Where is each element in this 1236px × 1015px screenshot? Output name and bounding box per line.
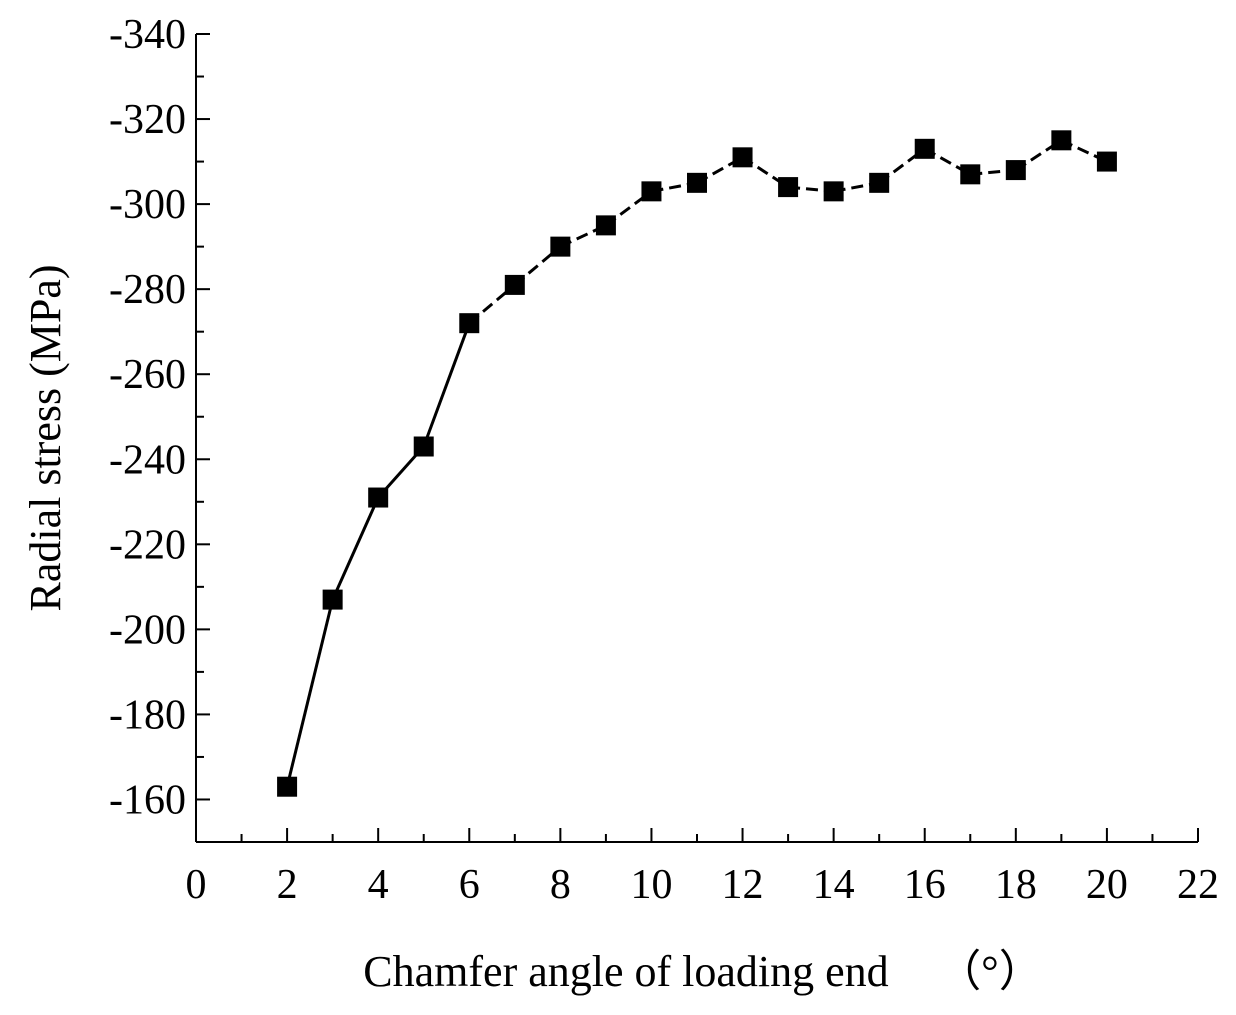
y-axis-title: Radial stress (MPa): [21, 264, 70, 611]
x-tick-label: 16: [904, 862, 946, 908]
data-point-marker: [277, 776, 298, 797]
axes: [195, 34, 1198, 843]
y-tick-label: -320: [109, 97, 186, 143]
data-point-marker: [595, 215, 616, 236]
data-point-marker: [732, 147, 753, 168]
data-point-marker: [914, 138, 935, 159]
x-ticks: 0 2 4 6 8 10 12 14 16 18 20 22: [186, 828, 1219, 908]
data-point-marker: [778, 177, 799, 198]
y-tick-label: -200: [109, 607, 186, 653]
series-line-segment: [422, 322, 471, 448]
x-tick-label: 22: [1177, 862, 1219, 908]
data-point-marker: [368, 487, 389, 508]
y-tick-label: -240: [109, 437, 186, 483]
data-point-marker: [413, 436, 434, 457]
y-tick-label: -280: [109, 267, 186, 313]
x-axis-title: Chamfer angle of loading end: [363, 947, 888, 996]
x-tick-label: 4: [368, 862, 389, 908]
data-point-marker: [1096, 151, 1117, 172]
x-tick-label: 18: [995, 862, 1037, 908]
y-tick-label: -180: [109, 692, 186, 738]
x-tick-label: 12: [722, 862, 764, 908]
data-point-marker: [1051, 130, 1072, 151]
x-axis-unit: （°）: [937, 947, 1043, 996]
y-tick-label: -220: [109, 522, 186, 568]
series-line-segment: [285, 599, 335, 788]
x-tick-label: 8: [550, 862, 571, 908]
data-point-marker: [550, 236, 571, 257]
x-tick-label: 10: [630, 862, 672, 908]
data-point-marker: [1005, 160, 1026, 181]
y-tick-label: -260: [109, 352, 186, 398]
x-tick-label: 20: [1086, 862, 1128, 908]
series-line-segment: [331, 496, 380, 601]
data-point-marker: [687, 172, 707, 193]
y-tick-label: -300: [109, 182, 186, 228]
data-point-marker: [504, 274, 525, 295]
data-point-marker: [823, 181, 844, 202]
x-tick-label: 6: [459, 862, 480, 908]
data-point-marker: [322, 589, 343, 610]
data-point-marker: [641, 181, 662, 202]
x-tick-label: 2: [277, 862, 298, 908]
x-tick-label: 0: [186, 862, 207, 908]
y-tick-label: -160: [109, 777, 186, 823]
data-point-marker: [459, 313, 480, 334]
y-ticks: -160 -180 -200 -220 -240 -260 -280 -300 -320 -340: [109, 12, 210, 823]
x-tick-label: 14: [813, 862, 855, 908]
y-tick-label: -340: [109, 12, 186, 58]
data-point-marker: [960, 164, 981, 185]
series-layer: [277, 130, 1117, 797]
data-point-marker: [869, 172, 890, 193]
